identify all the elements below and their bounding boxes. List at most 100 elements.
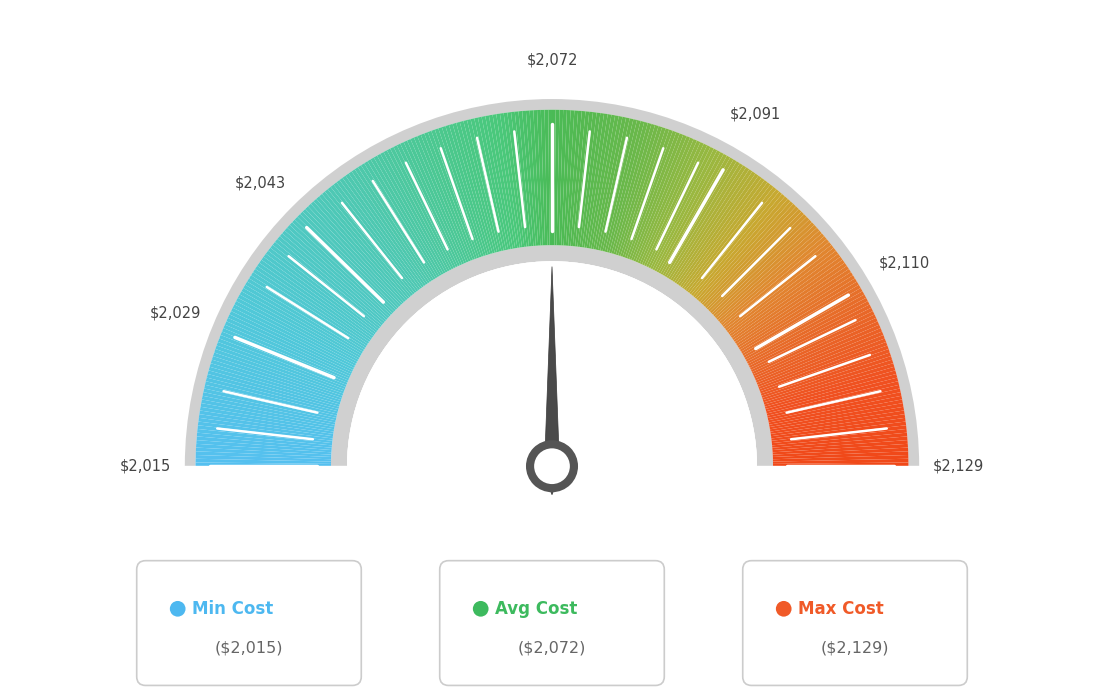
Wedge shape <box>652 148 718 270</box>
Wedge shape <box>414 136 468 262</box>
Text: ($2,129): ($2,129) <box>820 640 889 656</box>
Wedge shape <box>737 272 853 348</box>
Wedge shape <box>697 197 788 300</box>
FancyBboxPatch shape <box>743 561 967 685</box>
Wedge shape <box>773 440 907 453</box>
Wedge shape <box>264 254 374 336</box>
Wedge shape <box>197 444 331 455</box>
Wedge shape <box>331 245 773 466</box>
Wedge shape <box>199 418 333 439</box>
Wedge shape <box>319 194 410 299</box>
Wedge shape <box>641 141 700 265</box>
Wedge shape <box>432 130 479 258</box>
Wedge shape <box>766 377 899 413</box>
Wedge shape <box>742 285 861 355</box>
Text: ($2,015): ($2,015) <box>215 640 284 656</box>
Wedge shape <box>658 154 728 274</box>
Polygon shape <box>142 466 962 680</box>
Wedge shape <box>492 114 518 248</box>
Text: Avg Cost: Avg Cost <box>495 600 577 618</box>
Wedge shape <box>607 121 645 253</box>
Wedge shape <box>644 142 703 266</box>
Wedge shape <box>255 266 369 344</box>
Wedge shape <box>216 342 344 391</box>
Wedge shape <box>698 199 790 302</box>
Wedge shape <box>762 356 892 400</box>
Wedge shape <box>287 225 390 318</box>
Wedge shape <box>603 119 637 252</box>
Wedge shape <box>211 359 341 402</box>
Wedge shape <box>202 396 336 425</box>
Wedge shape <box>678 173 758 286</box>
Wedge shape <box>262 257 373 338</box>
Wedge shape <box>672 167 750 282</box>
Wedge shape <box>361 164 436 279</box>
Wedge shape <box>629 132 680 260</box>
Wedge shape <box>456 122 495 253</box>
Wedge shape <box>586 114 612 248</box>
Wedge shape <box>730 254 840 336</box>
Text: $2,029: $2,029 <box>150 306 201 321</box>
Wedge shape <box>259 259 372 340</box>
Wedge shape <box>773 444 907 455</box>
Wedge shape <box>198 429 332 446</box>
Wedge shape <box>208 371 339 409</box>
Wedge shape <box>552 110 555 245</box>
Wedge shape <box>257 263 371 342</box>
Wedge shape <box>756 328 882 383</box>
Wedge shape <box>268 248 378 333</box>
Wedge shape <box>702 204 796 305</box>
Wedge shape <box>213 353 342 398</box>
Wedge shape <box>266 250 376 335</box>
Circle shape <box>776 601 792 617</box>
Wedge shape <box>724 242 831 329</box>
Wedge shape <box>250 275 365 350</box>
Wedge shape <box>198 425 332 443</box>
Wedge shape <box>725 245 834 331</box>
Wedge shape <box>711 219 811 315</box>
Wedge shape <box>346 173 426 286</box>
Wedge shape <box>745 295 867 362</box>
Wedge shape <box>750 308 873 370</box>
Wedge shape <box>736 269 851 346</box>
Wedge shape <box>559 110 567 246</box>
Wedge shape <box>765 374 898 411</box>
Wedge shape <box>588 115 615 248</box>
Wedge shape <box>210 363 340 404</box>
Wedge shape <box>767 385 900 418</box>
Wedge shape <box>735 266 849 344</box>
Wedge shape <box>364 161 437 278</box>
Wedge shape <box>230 311 353 372</box>
Wedge shape <box>467 119 501 252</box>
Wedge shape <box>537 110 545 246</box>
Wedge shape <box>227 315 352 374</box>
Wedge shape <box>722 239 829 327</box>
Wedge shape <box>541 110 548 245</box>
Wedge shape <box>514 111 531 246</box>
Wedge shape <box>386 148 452 270</box>
Wedge shape <box>773 455 909 462</box>
Wedge shape <box>689 187 776 295</box>
Wedge shape <box>760 342 888 391</box>
Wedge shape <box>655 150 721 271</box>
Wedge shape <box>195 448 331 457</box>
Wedge shape <box>376 154 446 274</box>
Wedge shape <box>485 115 513 249</box>
Wedge shape <box>721 236 827 325</box>
Wedge shape <box>716 228 819 320</box>
Text: $2,072: $2,072 <box>527 52 577 68</box>
Wedge shape <box>445 125 488 255</box>
Wedge shape <box>339 178 422 289</box>
Wedge shape <box>680 176 762 288</box>
Wedge shape <box>204 385 337 418</box>
Wedge shape <box>526 110 538 246</box>
Wedge shape <box>660 156 730 275</box>
Wedge shape <box>760 346 889 393</box>
Wedge shape <box>714 225 817 318</box>
Wedge shape <box>700 201 794 304</box>
Wedge shape <box>596 117 626 250</box>
Wedge shape <box>743 288 862 357</box>
Wedge shape <box>306 206 401 306</box>
Wedge shape <box>688 184 774 293</box>
Wedge shape <box>713 222 815 317</box>
